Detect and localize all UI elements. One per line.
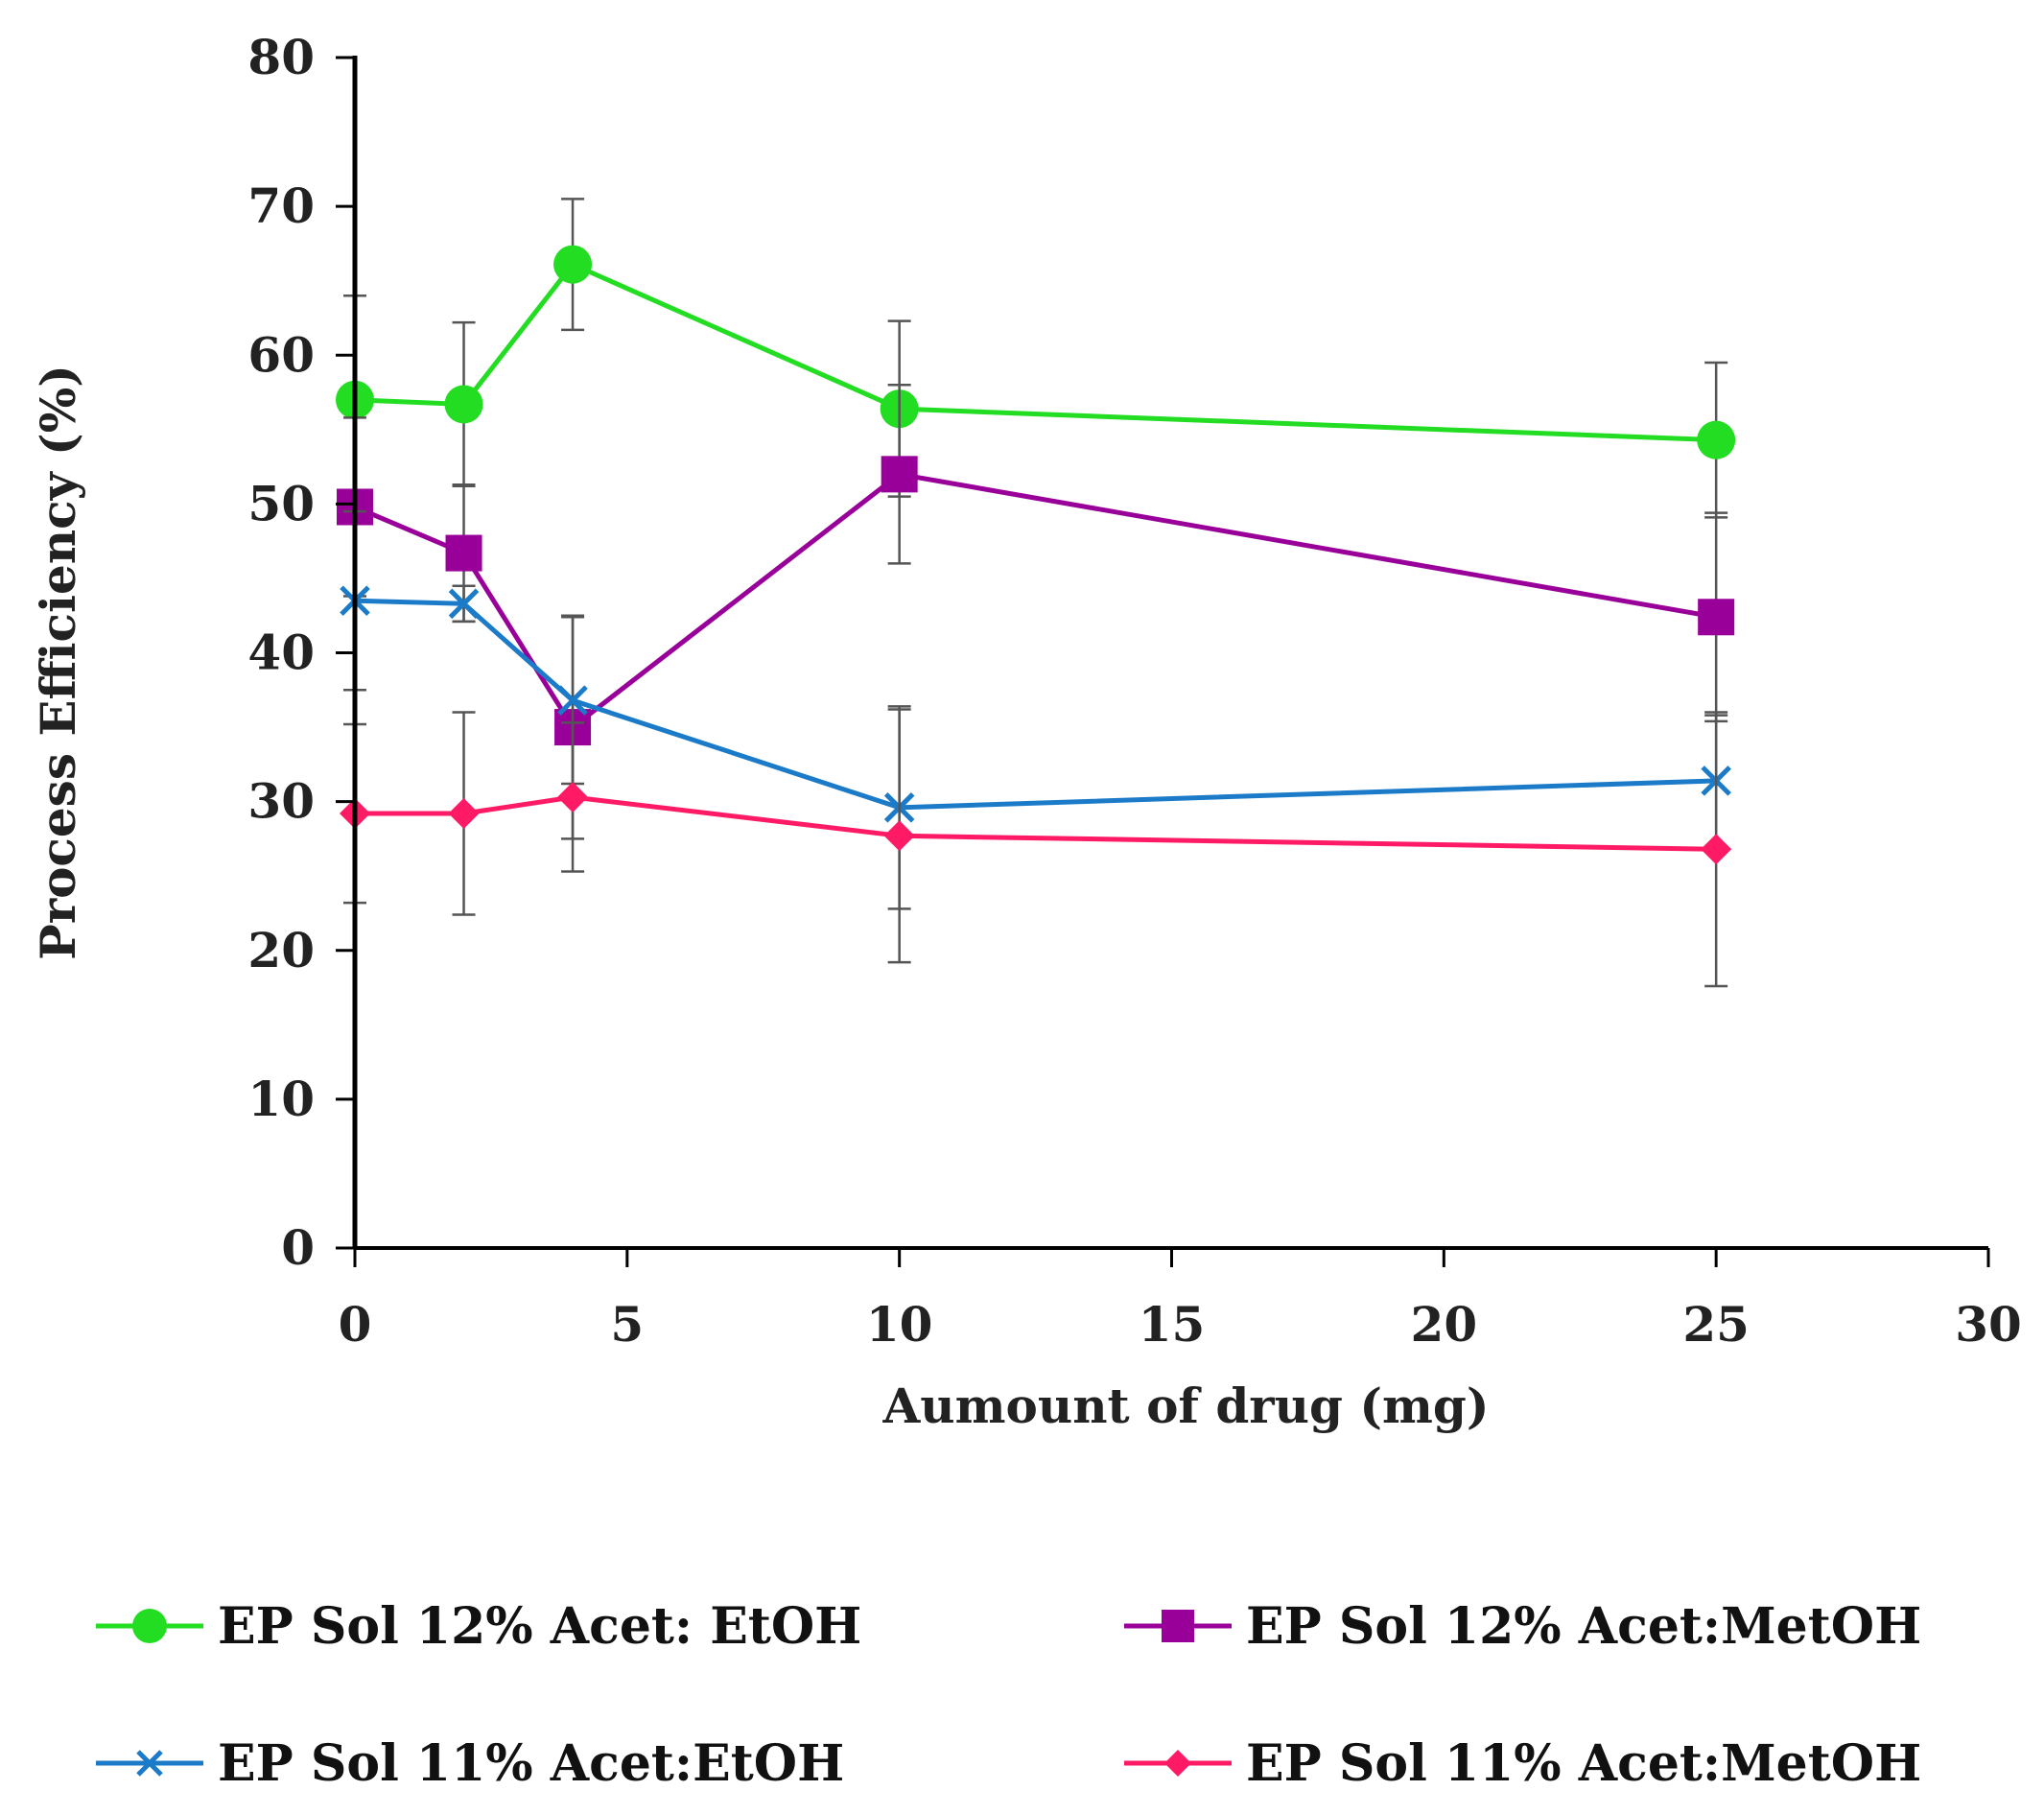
legend-marker	[1162, 1610, 1194, 1642]
y-axis-title: Process Efficiency (%)	[30, 365, 86, 960]
x-tick-label: 30	[1955, 1296, 2022, 1353]
legend-item: EP Sol 11% Acet:EtOH	[96, 1734, 844, 1793]
y-tick-label: 60	[247, 326, 315, 383]
x-tick-label: 10	[866, 1296, 933, 1353]
data-point	[557, 685, 588, 716]
data-point	[881, 456, 918, 493]
series-line	[354, 261, 1717, 443]
legend-label: EP Sol 12% Acet:MetOH	[1246, 1597, 1921, 1656]
y-tick-label: 80	[247, 29, 315, 85]
data-point	[445, 534, 482, 572]
series-2	[337, 384, 1735, 840]
y-tick-label: 70	[247, 177, 315, 234]
legend-label: EP Sol 11% Acet:MetOH	[1246, 1734, 1921, 1793]
y-tick-label: 30	[247, 773, 315, 830]
legend-marker	[132, 1609, 167, 1643]
legend: EP Sol 12% Acet: EtOH EP Sol 12% Acet:Met…	[96, 1597, 1921, 1793]
y-tick-label: 40	[247, 624, 315, 681]
data-point	[448, 798, 480, 830]
data-point	[883, 820, 915, 852]
legend-item: EP Sol 12% Acet:MetOH	[1124, 1597, 1921, 1656]
x-tick-label: 25	[1682, 1296, 1750, 1353]
x-tick-label: 5	[610, 1296, 644, 1353]
legend-label: EP Sol 12% Acet: EtOH	[218, 1597, 861, 1656]
series-3	[340, 509, 1731, 910]
data-point	[1697, 420, 1736, 459]
series-4	[340, 708, 1732, 988]
y-tick-label: 0	[281, 1219, 315, 1276]
series-1	[336, 198, 1736, 519]
legend-item: EP Sol 12% Acet: EtOH	[96, 1597, 861, 1656]
y-tick-label: 10	[247, 1071, 315, 1127]
data-point	[1701, 834, 1732, 865]
data-point	[1698, 599, 1735, 636]
x-tick-label: 15	[1139, 1296, 1206, 1353]
y-tick-label: 50	[247, 475, 315, 531]
x-tick-label: 0	[339, 1296, 372, 1353]
data-point	[553, 245, 593, 284]
x-tick-label: 20	[1411, 1296, 1478, 1353]
legend-marker	[1164, 1750, 1191, 1777]
axes	[336, 56, 1990, 1267]
data-point	[444, 385, 483, 424]
series-layer	[336, 198, 1736, 988]
data-point	[448, 588, 480, 620]
y-tick-label: 20	[247, 922, 315, 978]
legend-label: EP Sol 11% Acet:EtOH	[218, 1734, 844, 1793]
x-axis-title: Aumount of drug (mg)	[881, 1378, 1489, 1434]
tick-labels: 0 10 20 30 40 50 60 70 80 0 5 10 15 20 25 30	[247, 29, 2021, 1353]
legend-item: EP Sol 11% Acet:MetOH	[1124, 1734, 1921, 1793]
legend-marker	[136, 1750, 163, 1777]
data-point	[557, 781, 589, 813]
